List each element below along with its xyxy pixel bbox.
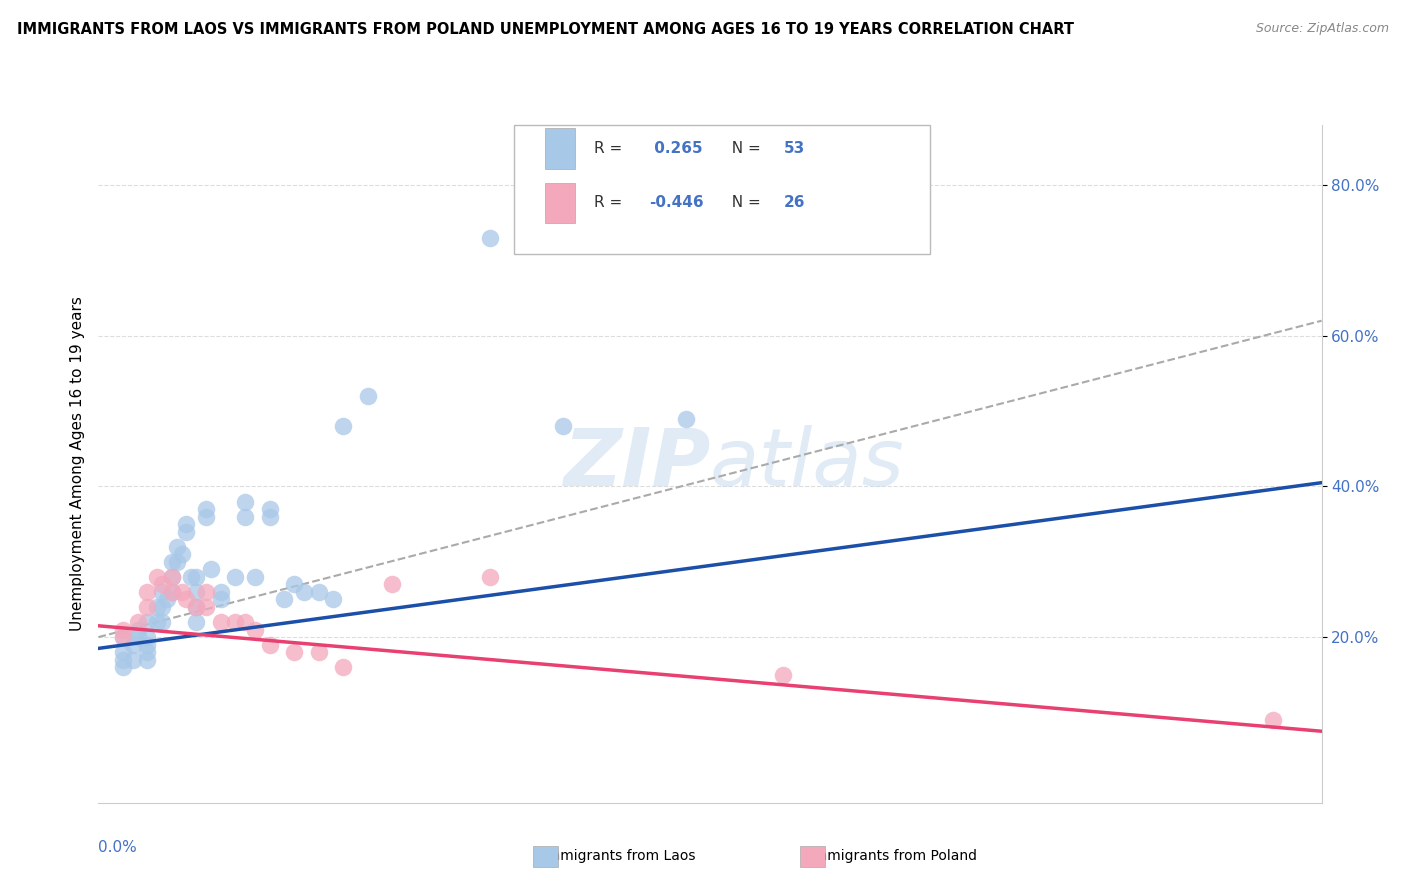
Point <box>283 577 305 591</box>
Point <box>111 623 134 637</box>
Text: 0.265: 0.265 <box>648 141 703 156</box>
Point <box>160 585 183 599</box>
Point <box>180 570 202 584</box>
Point <box>136 630 159 644</box>
Point <box>478 231 501 245</box>
Point <box>243 570 266 584</box>
Point <box>170 585 193 599</box>
Point <box>136 599 159 614</box>
Point <box>243 623 266 637</box>
Point <box>224 615 246 629</box>
Point <box>150 577 173 591</box>
Text: N =: N = <box>723 141 766 156</box>
Point <box>381 577 404 591</box>
Point <box>166 540 188 554</box>
Point <box>209 615 232 629</box>
Point <box>176 517 198 532</box>
Point <box>675 411 697 425</box>
Text: Source: ZipAtlas.com: Source: ZipAtlas.com <box>1256 22 1389 36</box>
Point <box>195 502 218 516</box>
Point <box>195 599 218 614</box>
Point <box>200 562 222 576</box>
Point <box>322 592 344 607</box>
Point <box>259 638 281 652</box>
Point <box>127 615 149 629</box>
Text: ZIP: ZIP <box>562 425 710 503</box>
Text: N =: N = <box>723 195 766 211</box>
Point <box>121 653 143 667</box>
Point <box>186 570 208 584</box>
Point <box>292 585 315 599</box>
Point <box>195 585 218 599</box>
Point <box>160 555 183 569</box>
Point <box>136 653 159 667</box>
Point <box>233 615 256 629</box>
Point <box>166 555 188 569</box>
Point <box>209 585 232 599</box>
Point <box>478 570 501 584</box>
Point <box>233 494 256 508</box>
Point <box>160 585 183 599</box>
Text: R =: R = <box>593 195 627 211</box>
Point <box>121 638 143 652</box>
FancyBboxPatch shape <box>515 125 931 253</box>
Text: atlas: atlas <box>710 425 905 503</box>
Point <box>259 502 281 516</box>
Bar <box>546 128 575 169</box>
Point <box>156 592 179 607</box>
Point <box>186 599 208 614</box>
Text: R =: R = <box>593 141 627 156</box>
Point <box>111 653 134 667</box>
Point <box>195 509 218 524</box>
Text: IMMIGRANTS FROM LAOS VS IMMIGRANTS FROM POLAND UNEMPLOYMENT AMONG AGES 16 TO 19 : IMMIGRANTS FROM LAOS VS IMMIGRANTS FROM … <box>17 22 1074 37</box>
Point <box>176 524 198 539</box>
Point <box>146 599 169 614</box>
Text: 26: 26 <box>783 195 804 211</box>
Point <box>111 630 134 644</box>
Y-axis label: Unemployment Among Ages 16 to 19 years: Unemployment Among Ages 16 to 19 years <box>69 296 84 632</box>
Point <box>127 623 149 637</box>
Point <box>186 599 208 614</box>
Point <box>127 630 149 644</box>
Text: 0.0%: 0.0% <box>98 840 138 855</box>
Point <box>111 630 134 644</box>
Point <box>170 547 193 561</box>
Point <box>150 599 173 614</box>
Point <box>136 645 159 659</box>
Point <box>553 419 575 434</box>
Point <box>186 585 208 599</box>
Point <box>259 509 281 524</box>
Point <box>136 615 159 629</box>
Text: -0.446: -0.446 <box>648 195 703 211</box>
Point <box>136 585 159 599</box>
Point <box>160 570 183 584</box>
Text: Immigrants from Laos: Immigrants from Laos <box>534 849 696 863</box>
Point <box>111 645 134 659</box>
Point <box>283 645 305 659</box>
Point <box>146 570 169 584</box>
Bar <box>546 183 575 223</box>
Point <box>356 389 378 403</box>
Point <box>209 592 232 607</box>
Point <box>176 592 198 607</box>
Point <box>308 585 330 599</box>
Point <box>150 585 173 599</box>
Point <box>136 638 159 652</box>
Point <box>273 592 295 607</box>
Point <box>160 570 183 584</box>
Text: Immigrants from Poland: Immigrants from Poland <box>801 849 977 863</box>
Text: 53: 53 <box>783 141 804 156</box>
Point <box>224 570 246 584</box>
Point <box>150 615 173 629</box>
Point <box>233 509 256 524</box>
Point <box>111 660 134 674</box>
Point <box>332 660 354 674</box>
Point <box>146 615 169 629</box>
Point <box>308 645 330 659</box>
Point <box>332 419 354 434</box>
Point <box>1261 713 1284 727</box>
Point <box>772 667 794 681</box>
Point <box>186 615 208 629</box>
